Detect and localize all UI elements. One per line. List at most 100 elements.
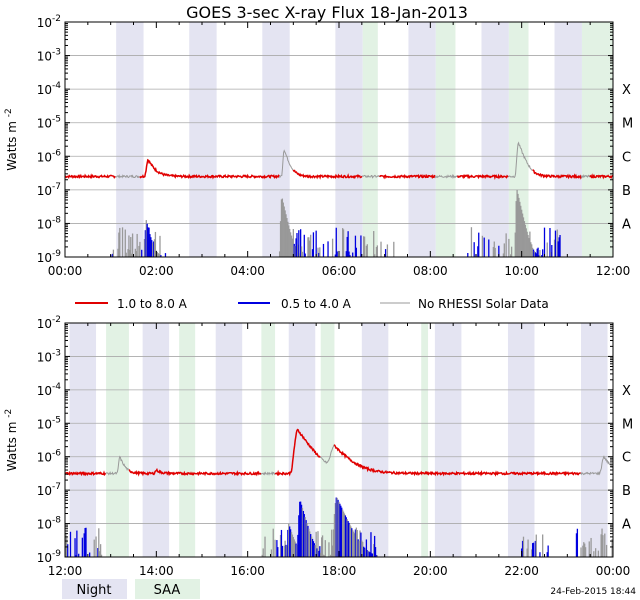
legend-label-short: 0.5 to 4.0 A — [281, 297, 352, 311]
flare-class-label: A — [622, 518, 631, 533]
long-channel-curve — [139, 158, 280, 180]
x-tick-label: 06:00 — [322, 264, 357, 278]
y-tick-label: 10-8 — [37, 516, 62, 532]
x-tick-label: 20:00 — [413, 564, 448, 578]
y-tick-label: 10-9 — [37, 249, 62, 265]
long-channel-curve — [64, 173, 116, 180]
x-tick-label: 00:00 — [596, 564, 631, 578]
y-tick-label: 10-9 — [37, 549, 62, 565]
flare-class-label: M — [622, 117, 633, 132]
curve-legend: 1.0 to 8.0 A 0.5 to 4.0 A No RHESSI Sola… — [75, 297, 549, 311]
x-tick-label: 08:00 — [413, 264, 448, 278]
background-legend: Night SAA — [62, 579, 200, 599]
x-tick-label: 12:00 — [596, 264, 631, 278]
flare-class-label: C — [622, 150, 631, 165]
saa-band — [581, 22, 613, 257]
x-tick-label: 00:00 — [48, 264, 83, 278]
x-tick-label: 04:00 — [230, 264, 265, 278]
y-axis-label: Watts m -2 — [4, 108, 19, 170]
long-channel-curve — [292, 169, 363, 180]
legend-label-no-rhessi: No RHESSI Solar Data — [418, 297, 549, 311]
x-tick-label: 10:00 — [504, 264, 539, 278]
night-band — [215, 323, 243, 557]
saa-band — [179, 323, 196, 557]
long-channel-curve — [456, 173, 509, 180]
saa-band — [261, 323, 276, 557]
night-band — [69, 323, 97, 557]
legend-item-short: 0.5 to 4.0 A — [238, 297, 352, 311]
long-channel-curve — [379, 173, 436, 180]
night-band — [361, 323, 389, 557]
legend-label-long: 1.0 to 8.0 A — [117, 297, 188, 311]
night-band — [481, 22, 509, 257]
y-tick-label: 10-4 — [37, 81, 62, 97]
figure-title: GOES 3-sec X-ray Flux 18-Jan-2013 — [186, 3, 468, 22]
long-channel-curve — [128, 467, 262, 477]
night-band — [142, 323, 170, 557]
y-tick-label: 10-8 — [37, 215, 62, 231]
night-band — [116, 22, 144, 257]
flare-class-label: C — [622, 451, 631, 466]
y-tick-label: 10-2 — [37, 315, 61, 331]
saa-band — [421, 323, 429, 557]
flare-class-label: A — [622, 217, 631, 232]
y-tick-label: 10-3 — [37, 348, 61, 364]
flare-class-label: X — [622, 384, 631, 399]
saa-band — [106, 323, 129, 557]
top-plot: 10-9 10-8 10-7 10-6 10-5 10-4 10-3 10-2 A B C M X Wat… — [4, 14, 633, 278]
long-channel-curve — [274, 428, 321, 477]
x-tick-label: 02:00 — [139, 264, 174, 278]
legend-saa-label: SAA — [154, 583, 181, 598]
long-channel-curve — [589, 173, 614, 180]
no-rhessi-curve — [434, 173, 459, 180]
bottom-plot: 10-9 10-8 10-7 10-6 10-5 10-4 10-3 10-2 A B C M X Wat… — [4, 315, 633, 578]
flare-class-label: M — [622, 417, 633, 432]
x-tick-label: 12:00 — [48, 564, 83, 578]
night-band — [408, 22, 436, 257]
saa-band — [435, 22, 456, 257]
y-tick-label: 10-5 — [37, 415, 61, 431]
y-tick-label: 10-6 — [37, 148, 62, 164]
y-tick-label: 10-3 — [37, 48, 61, 64]
saa-band — [508, 22, 529, 257]
no-rhessi-curve — [278, 149, 294, 179]
no-rhessi-curve — [361, 174, 381, 179]
no-rhessi-curve — [105, 455, 130, 476]
generated-date: 24-Feb-2015 18:44 — [550, 587, 636, 597]
legend-saa-swatch — [135, 579, 200, 599]
long-channel-curve — [532, 169, 583, 180]
long-channel-curve — [64, 470, 107, 477]
flare-class-label: B — [622, 484, 631, 499]
legend-item-no-rhessi: No RHESSI Solar Data — [380, 297, 549, 311]
y-tick-label: 10-6 — [37, 449, 62, 465]
y-tick-label: 10-7 — [37, 182, 61, 198]
y-axis-label: Watts m -2 — [4, 409, 19, 471]
no-rhessi-curve — [580, 174, 591, 179]
no-rhessi-curve — [580, 455, 614, 476]
no-rhessi-curve — [507, 141, 533, 179]
y-tick-label: 10-2 — [37, 14, 61, 30]
no-rhessi-curve — [115, 174, 141, 179]
y-tick-label: 10-4 — [37, 382, 62, 398]
y-tick-label: 10-5 — [37, 115, 61, 131]
saa-band — [362, 22, 378, 257]
legend-item-long: 1.0 to 8.0 A — [75, 297, 188, 311]
y-tick-label: 10-7 — [37, 482, 61, 498]
night-band — [507, 323, 535, 557]
legend-night-label: Night — [77, 583, 112, 598]
saa-band — [320, 323, 335, 557]
night-band — [335, 22, 363, 257]
night-band — [434, 323, 462, 557]
x-tick-label: 18:00 — [322, 564, 357, 578]
night-band — [554, 22, 582, 257]
x-tick-label: 16:00 — [230, 564, 265, 578]
legend-night-swatch — [62, 579, 127, 599]
long-channel-curve — [333, 444, 581, 477]
no-rhessi-curve — [320, 444, 335, 465]
flare-class-label: B — [622, 184, 631, 199]
night-band — [189, 22, 217, 257]
x-tick-label: 22:00 — [504, 564, 539, 578]
night-band — [581, 323, 608, 557]
no-rhessi-curve — [260, 470, 276, 476]
